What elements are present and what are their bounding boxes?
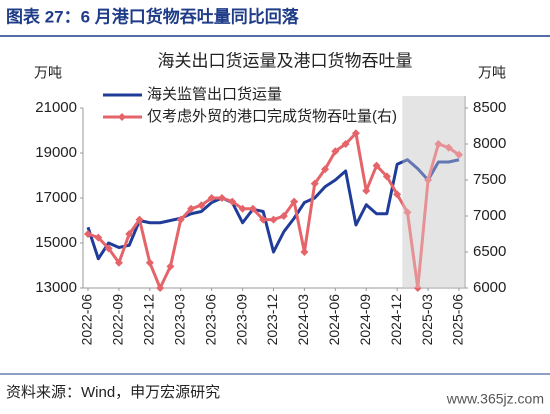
point-marker: [279, 212, 288, 220]
legend-label: 仅考虑外贸的港口完成货物吞吐量(右): [147, 108, 397, 125]
point-marker: [114, 258, 123, 267]
point-marker: [341, 140, 350, 148]
x-tick-label: 2023-06: [202, 294, 218, 346]
point-marker: [197, 201, 206, 210]
y-tick-label: 19000: [35, 144, 77, 161]
x-tick-label: 2022-12: [141, 294, 157, 346]
point-marker: [362, 186, 371, 195]
point-marker: [207, 194, 216, 202]
y-axis-unit: 万吨: [34, 65, 62, 81]
page-title: 图表 27：6 月港口货物吞吐量同比回落: [6, 6, 300, 26]
point-marker: [156, 284, 165, 292]
point-marker: [382, 172, 391, 181]
x-tick-label: 2024-03: [295, 294, 311, 346]
y2-tick-label: 8000: [473, 135, 506, 152]
point-marker: [228, 197, 237, 206]
y2-tick-label: 7500: [473, 171, 506, 188]
source: 资料来源：Wind，申万宏源研究: [6, 384, 220, 401]
x-tick-label: 2023-03: [171, 294, 187, 346]
y-tick-label: 15000: [35, 234, 77, 251]
x-tick-label: 2022-06: [79, 294, 95, 346]
point-marker: [135, 215, 144, 224]
x-tick-label: 2024-09: [357, 294, 373, 346]
legend-label: 海关监管出口货运量: [147, 86, 282, 103]
point-marker: [145, 258, 154, 267]
y2-tick-label: 6500: [473, 243, 506, 260]
x-tick-label: 2022-09: [110, 294, 126, 346]
point-marker: [300, 248, 309, 256]
x-tick-label: 2025-03: [419, 294, 435, 346]
point-marker: [84, 230, 92, 238]
point-marker: [248, 204, 257, 213]
point-marker: [444, 143, 453, 152]
x-tick-label: 2023-12: [264, 294, 280, 346]
y2-axis-unit: 万吨: [478, 65, 506, 81]
x-tick-label: 2024-12: [388, 294, 404, 346]
point-marker: [259, 215, 268, 224]
point-marker: [290, 197, 299, 206]
legend-marker: [118, 113, 126, 121]
point-marker: [176, 215, 185, 224]
point-marker: [351, 129, 360, 138]
point-marker: [455, 150, 463, 159]
y2-tick-label: 6000: [473, 279, 506, 296]
point-marker: [393, 190, 402, 199]
series-line: [86, 158, 460, 261]
y2-tick-label: 7000: [473, 207, 506, 224]
x-tick-label: 2025-06: [450, 294, 466, 346]
point-marker: [413, 284, 422, 292]
y-tick-label: 13000: [35, 279, 77, 296]
point-marker: [217, 194, 226, 202]
point-marker: [238, 204, 247, 213]
highlight-overlay: [402, 96, 465, 288]
point-marker: [434, 140, 443, 148]
point-marker: [166, 262, 175, 271]
point-marker: [372, 161, 381, 170]
point-marker: [187, 204, 196, 213]
point-marker: [125, 230, 134, 238]
watermark: www.365jz.com: [446, 391, 544, 407]
chart-title: 海关出口货运量及港口货物吞吐量: [158, 51, 413, 70]
y-tick-label: 21000: [35, 99, 77, 116]
point-marker: [94, 233, 103, 242]
x-tick-label: 2024-06: [326, 294, 342, 346]
point-marker: [331, 147, 340, 156]
point-marker: [424, 176, 433, 184]
point-marker: [269, 215, 278, 224]
y-tick-label: 17000: [35, 189, 77, 206]
x-tick-label: 2023-09: [233, 294, 249, 346]
point-marker: [403, 208, 412, 217]
point-marker: [321, 165, 330, 174]
point-marker: [310, 179, 319, 188]
y2-tick-label: 8500: [473, 99, 506, 116]
point-marker: [104, 244, 113, 253]
